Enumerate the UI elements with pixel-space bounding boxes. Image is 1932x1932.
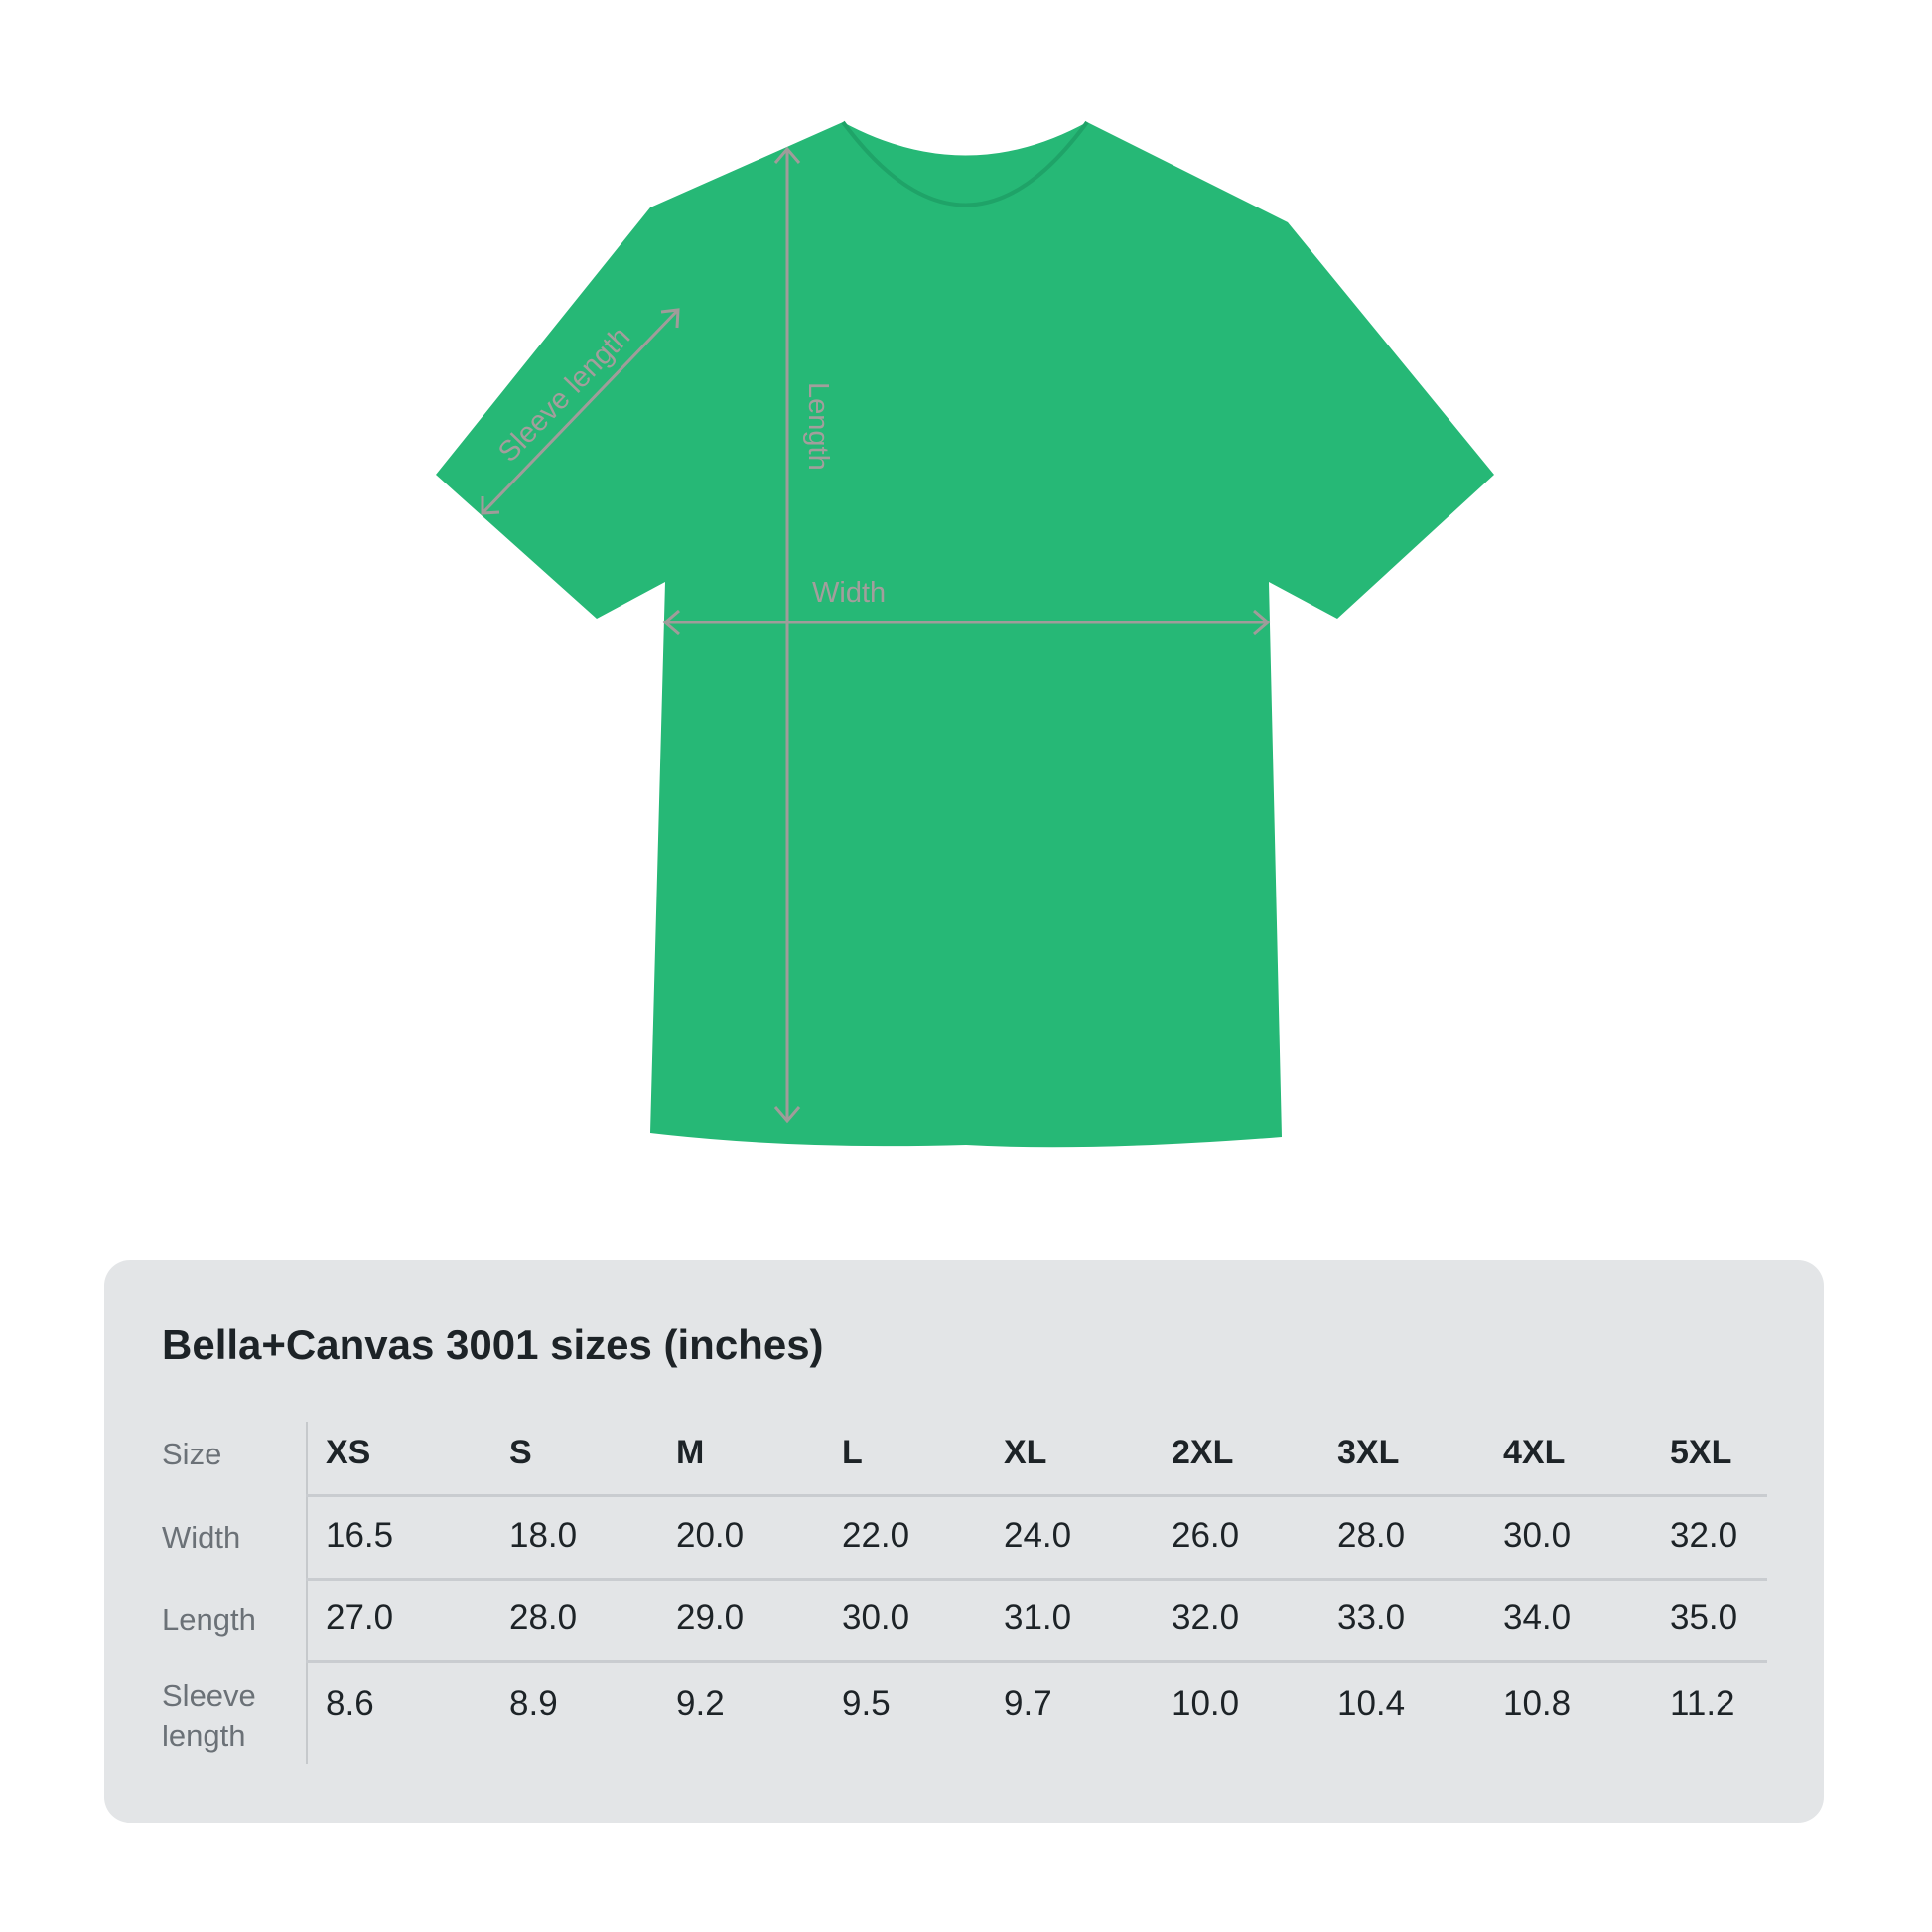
size-header-cell: 4XL <box>1503 1434 1566 1471</box>
row-header-width: Width <box>162 1520 241 1555</box>
width-arrow <box>662 609 1271 636</box>
size-chart-panel: Bella+Canvas 3001 sizes (inches) Size Wi… <box>104 1260 1824 1823</box>
width-label: Width <box>812 577 886 609</box>
length-label: Length <box>802 382 834 471</box>
sleeve-length-cell: 10.8 <box>1503 1684 1572 1723</box>
size-header-cell: 5XL <box>1670 1434 1732 1471</box>
length-cell: 27.0 <box>326 1598 394 1637</box>
measure-lines <box>481 146 1271 1124</box>
row-header-length: Length <box>162 1602 256 1637</box>
width-cell: 24.0 <box>1004 1516 1072 1555</box>
width-cell: 26.0 <box>1172 1516 1240 1555</box>
header-divider <box>306 1422 308 1764</box>
sleeve-length-cell: 8.9 <box>509 1684 558 1723</box>
width-cell: 18.0 <box>509 1516 578 1555</box>
row-divider <box>306 1494 1767 1497</box>
sleeve-length-cell: 9.5 <box>842 1684 891 1723</box>
width-cell: 32.0 <box>1670 1516 1738 1555</box>
width-cell: 30.0 <box>1503 1516 1572 1555</box>
size-header-cell: XS <box>326 1434 371 1471</box>
neckline <box>841 120 1089 207</box>
length-cell: 35.0 <box>1670 1598 1738 1637</box>
length-cell: 30.0 <box>842 1598 910 1637</box>
sleeve-length-arrow <box>481 308 680 515</box>
sleeve-length-cell: 9.7 <box>1004 1684 1052 1723</box>
row-header-sleeve-length: Sleeve length <box>162 1678 256 1753</box>
width-cell: 20.0 <box>676 1516 745 1555</box>
length-cell: 34.0 <box>1503 1598 1572 1637</box>
tshirt-diagram: Length Width Sleeve length <box>436 120 1494 1148</box>
row-divider <box>306 1578 1767 1581</box>
size-header-cell: 2XL <box>1172 1434 1234 1471</box>
sleeve-length-cell: 8.6 <box>326 1684 374 1723</box>
length-cell: 28.0 <box>509 1598 578 1637</box>
size-header-cell: S <box>509 1434 532 1471</box>
length-cell: 31.0 <box>1004 1598 1072 1637</box>
sleeve-length-cell: 11.2 <box>1670 1684 1735 1723</box>
tshirt-image <box>436 122 1494 1148</box>
length-cell: 33.0 <box>1337 1598 1406 1637</box>
size-header-cell: 3XL <box>1337 1434 1400 1471</box>
sleeve-length-cell: 10.0 <box>1172 1684 1240 1723</box>
sleeve-length-cell: 10.4 <box>1337 1684 1406 1723</box>
row-header-size: Size <box>162 1437 222 1471</box>
width-cell: 16.5 <box>326 1516 394 1555</box>
length-cell: 29.0 <box>676 1598 745 1637</box>
length-arrow <box>773 146 801 1124</box>
width-cell: 22.0 <box>842 1516 910 1555</box>
sleeve-length-cell: 9.2 <box>676 1684 725 1723</box>
row-divider <box>306 1660 1767 1663</box>
size-chart-title: Bella+Canvas 3001 sizes (inches) <box>162 1321 824 1368</box>
size-header-cell: XL <box>1004 1434 1047 1471</box>
length-cell: 32.0 <box>1172 1598 1240 1637</box>
size-header-cell: M <box>676 1434 705 1471</box>
width-cell: 28.0 <box>1337 1516 1406 1555</box>
size-header-cell: L <box>842 1434 863 1471</box>
